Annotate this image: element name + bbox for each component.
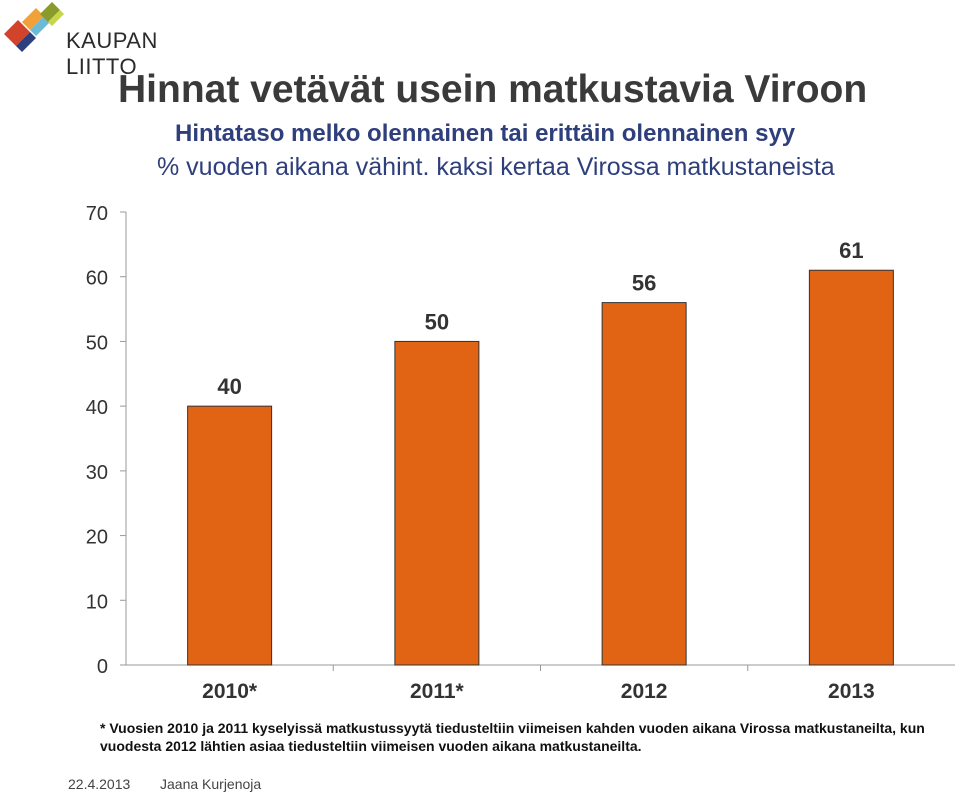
x-tick-label: 2012 (621, 680, 668, 703)
data-label: 56 (632, 271, 656, 296)
x-tick-label: 2013 (828, 680, 875, 703)
chart-footnote: * Vuosien 2010 ja 2011 kyselyissä matkus… (100, 720, 925, 754)
kaupan-liitto-logo: KAUPAN LIITTO (0, 0, 230, 79)
y-tick-label: 10 (86, 591, 108, 613)
y-tick-label: 20 (86, 527, 108, 549)
bar (601, 302, 687, 666)
data-label: 61 (839, 238, 863, 263)
chart-description: % vuoden aikana vähint. kaksi kertaa Vir… (157, 153, 835, 181)
bar (187, 405, 273, 666)
y-tick-label: 30 (86, 462, 108, 484)
chart-subtitle: Hintataso melko olennainen tai erittäin … (175, 120, 796, 147)
footer-author: Jaana Kurjenoja (160, 776, 262, 792)
y-tick-label: 70 (86, 203, 108, 225)
bar (808, 269, 894, 666)
data-label: 40 (217, 374, 241, 399)
bar-chart: 0 10 20 30 40 50 60 70 40 2010* 50 2011* 56 2012 61 201… (86, 203, 955, 703)
x-tick-label: 2010* (202, 680, 258, 703)
logo-mark-icon (4, 2, 64, 52)
x-tick-label: 2011* (410, 680, 465, 703)
y-tick-label: 60 (86, 268, 108, 290)
footer-date: 22.4.2013 (68, 776, 131, 792)
y-tick-label: 0 (97, 656, 108, 678)
data-label: 50 (425, 309, 449, 334)
y-tick-label: 50 (86, 332, 108, 354)
y-tick-label: 40 (86, 397, 108, 419)
logo-text: KAUPAN LIITTO (66, 28, 158, 79)
bar (394, 340, 480, 666)
page-title: Hinnat vetävät usein matkustavia Viroon (118, 68, 868, 111)
